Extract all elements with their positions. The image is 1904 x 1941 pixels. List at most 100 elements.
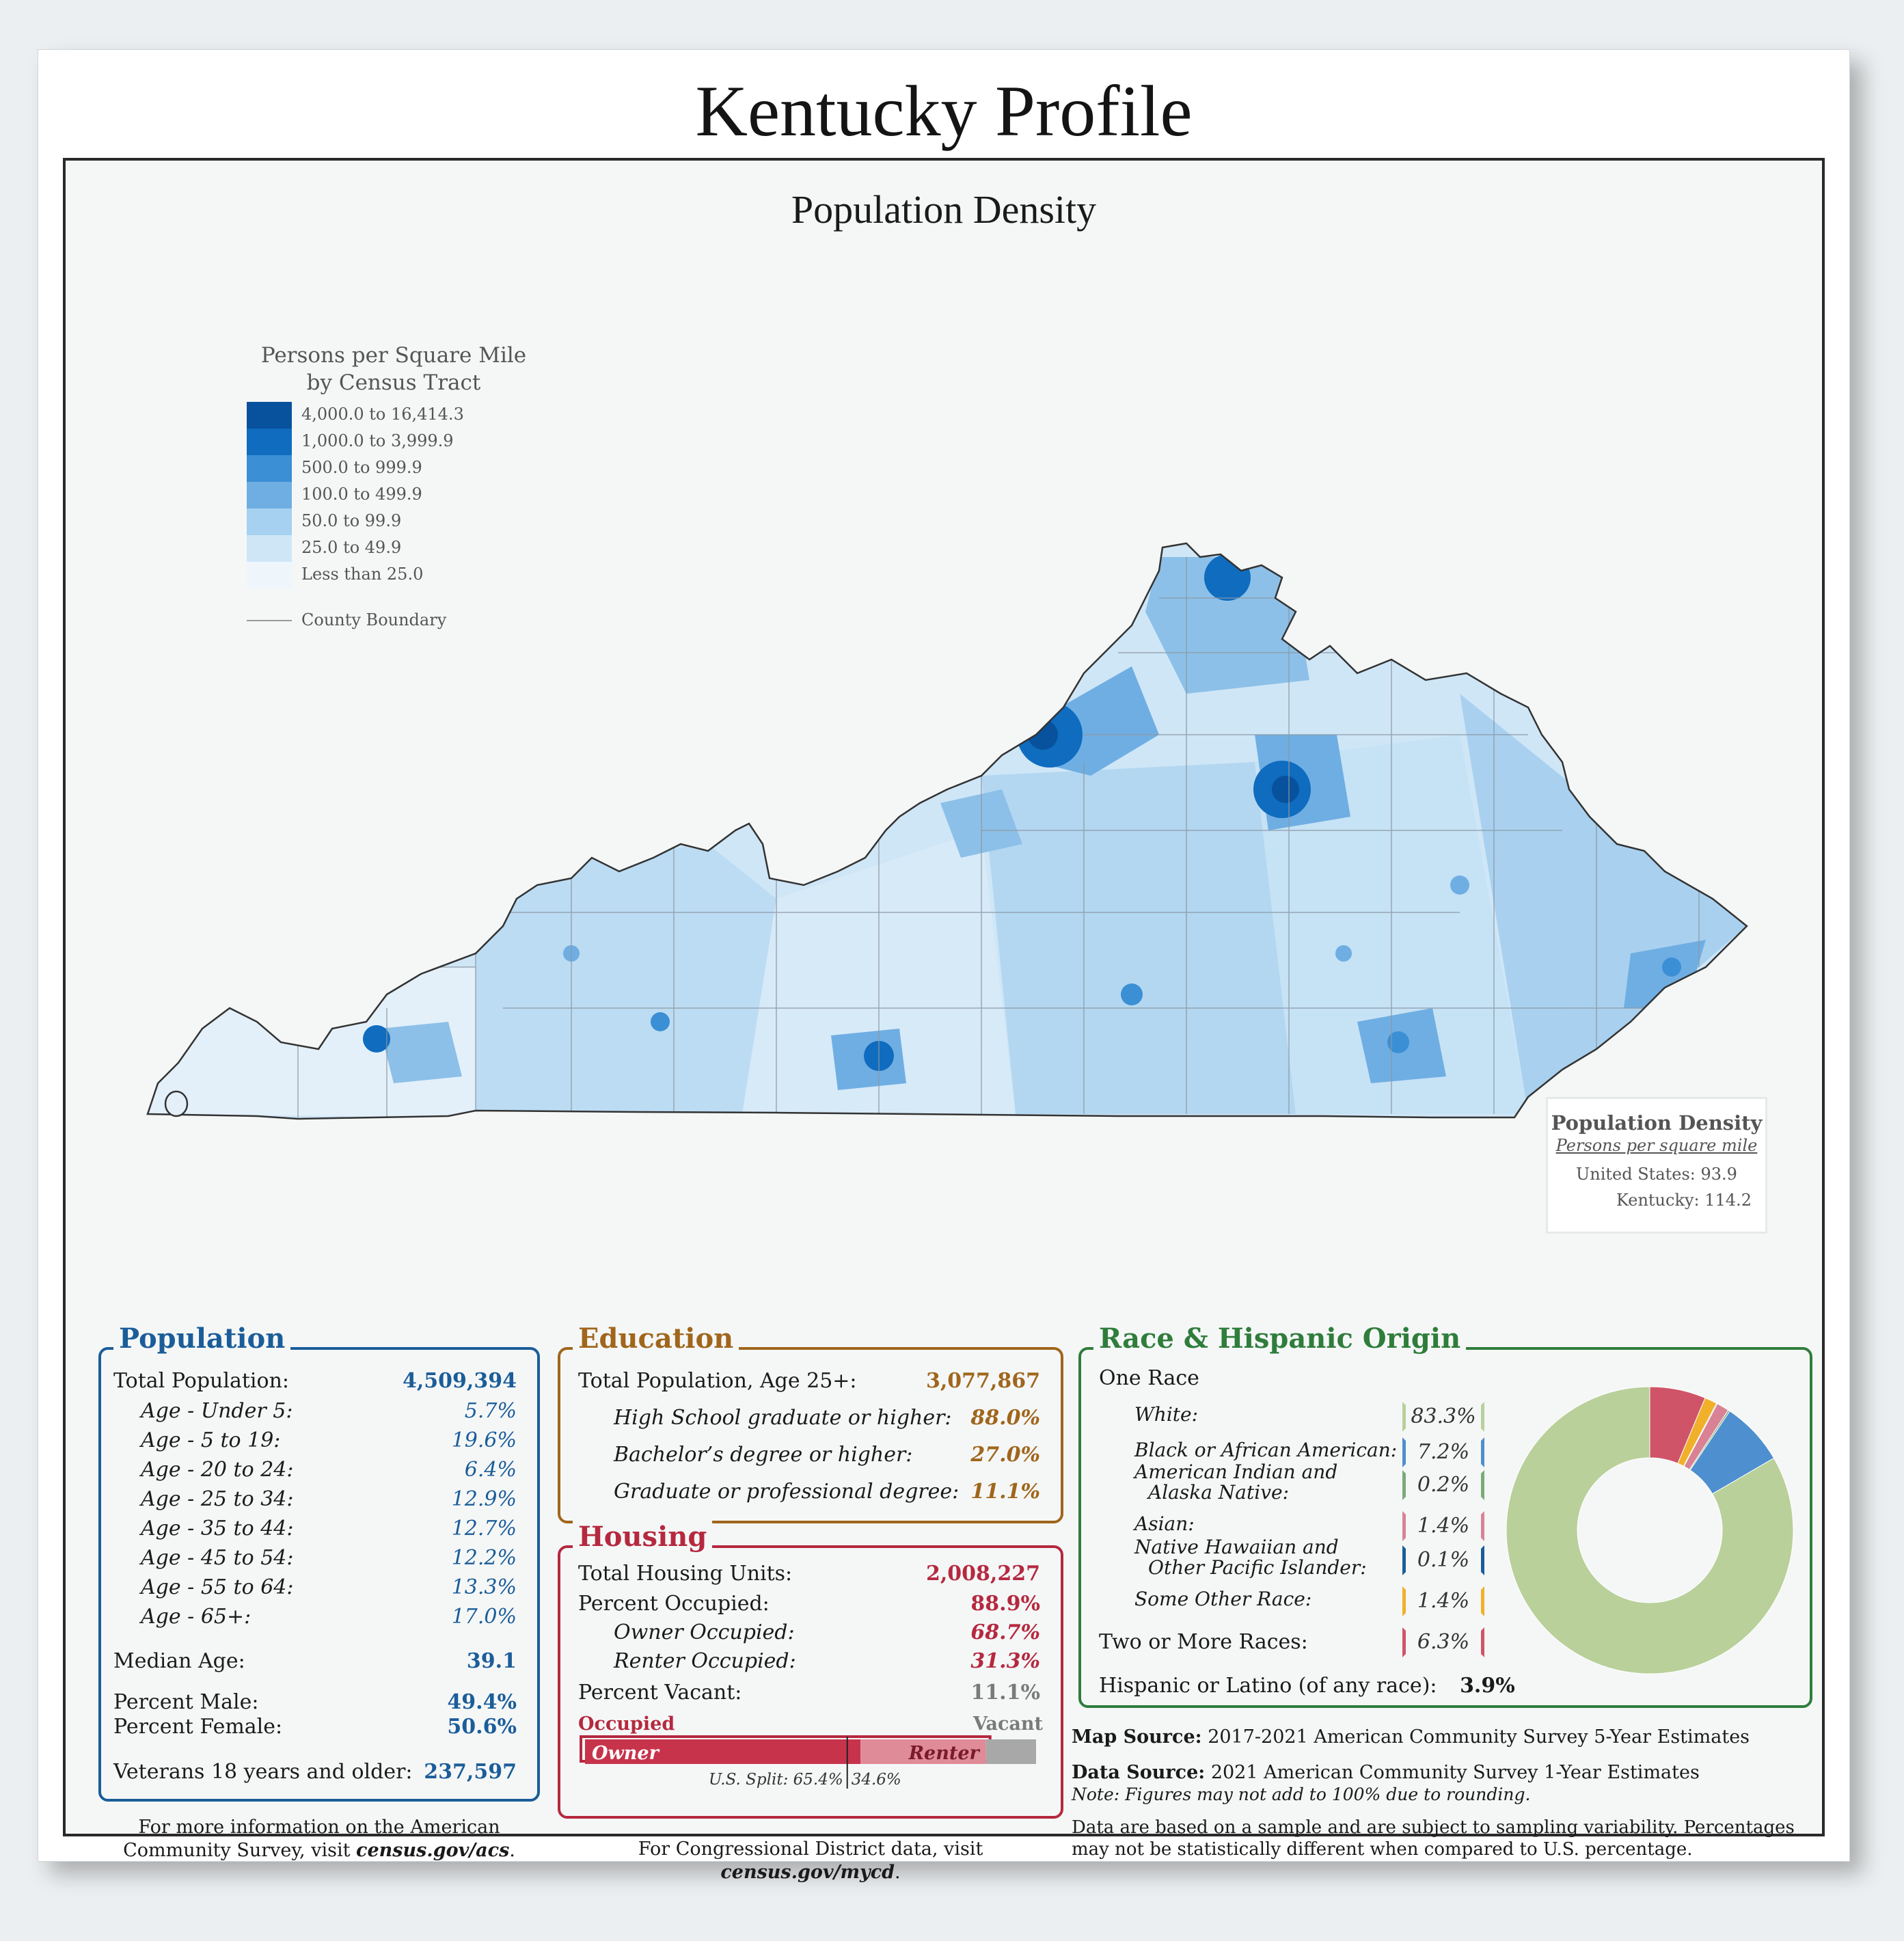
legend-swatch [247,562,292,588]
percent-vacant-row: Percent Vacant: 11.1% [578,1681,1040,1705]
legend-swatch [247,429,292,455]
rounding-note: Note: Figures may not add to 100% due to… [1072,1784,1531,1804]
mycd-link[interactable]: census.gov/mycd [720,1862,895,1883]
age-row: Age - 55 to 64: 13.3% [101,1575,537,1603]
race-value: 0.1% [1402,1545,1484,1575]
legend-class-label: 4,000.0 to 16,414.3 [301,405,464,424]
age-value: 12.2% [451,1546,517,1570]
housing-tenure-bar: Occupied Vacant Owner Renter U.S. Split:… [578,1713,1044,1789]
legend-swatch [247,535,292,562]
age-row: Age - 45 to 54: 12.2% [101,1546,537,1573]
age-label: Age - 55 to 64: [141,1575,294,1599]
legend-class-row: 25.0 to 49.9 [247,535,588,562]
race-value: 0.2% [1402,1470,1484,1500]
education-label: Bachelor’s degree or higher: [614,1443,913,1467]
density-ky: Kentucky: 114.2 [1616,1191,1752,1210]
owner-bar-label: Owner [592,1743,660,1764]
education-row: Graduate or professional degree: 11.1% [560,1480,1061,1507]
hispanic-row: Hispanic or Latino (of any race): 3.9% [1099,1674,1515,1698]
donut-slice-two-or-more [1649,1386,1706,1464]
age-value: 5.7% [464,1399,517,1423]
education-panel: Education Total Population, Age 25+: 3,0… [558,1322,1063,1523]
age-label: Age - 35 to 44: [141,1517,294,1540]
map-fill-layer [148,543,1747,1119]
us-split-owner-text: U.S. Split: 65.4% [709,1771,843,1789]
age-row: Age - 5 to 19: 19.6% [101,1428,537,1456]
race-value: 83.3% [1402,1402,1484,1432]
legend-title-line2: by Census Tract [306,370,481,395]
population-panel: Population Total Population: 4,509,394 A… [98,1322,540,1802]
occupied-label: Occupied [578,1713,675,1735]
cd-info: For Congressional District data, visit c… [638,1838,983,1883]
education-value: 88.0% [970,1406,1040,1430]
age-label: Age - Under 5: [141,1399,293,1423]
housing-panel: Housing Total Housing Units: 2,008,227 P… [558,1521,1063,1819]
donut-slice-white [1506,1386,1794,1674]
legend-class-label: 100.0 to 499.9 [301,485,422,504]
map-title: Population Density [791,187,1097,232]
two-or-more-value: 6.3% [1402,1627,1484,1657]
age-label: Age - 45 to 54: [141,1546,294,1570]
age-row: Age - 25 to 34: 12.9% [101,1487,537,1515]
acs-link[interactable]: census.gov/acs [356,1840,510,1861]
age-row: Age - Under 5: 5.7% [101,1399,537,1426]
density-us: United States: 93.9 [1576,1165,1737,1184]
legend-swatch [247,402,292,429]
age-value: 12.9% [451,1487,517,1511]
legend-title-line1: Persons per Square Mile [260,343,527,368]
density-box-subtitle: Persons per square mile [1555,1136,1758,1155]
age-row: Age - 35 to 44: 12.7% [101,1517,537,1544]
age-value: 17.0% [451,1605,517,1629]
map-source: Map Source: 2017-2021 American Community… [1072,1726,1750,1748]
legend-class-label: 25.0 to 49.9 [301,538,402,557]
two-or-more-label: Two or More Races: [1099,1630,1308,1654]
housing-title: Housing [573,1521,713,1553]
legend-swatch [247,482,292,508]
education-row: High School graduate or higher: 88.0% [560,1406,1061,1433]
legend-class-row: 100.0 to 499.9 [247,482,588,508]
race-label: White: [1134,1403,1199,1426]
density-box-title: Population Density [1551,1111,1763,1135]
legend-county-boundary: County Boundary [247,608,588,635]
data-source: Data Source: 2021 American Community Sur… [1072,1762,1700,1783]
housing-total-row: Total Housing Units: 2,008,227 [578,1562,1040,1586]
race-label: Native Hawaiian and Other Pacific Islande… [1134,1536,1367,1579]
age-row: Age - 20 to 24: 6.4% [101,1458,537,1485]
race-donut-chart [1506,1386,1794,1674]
map-legend: Persons per Square Mile by Census Tract … [247,342,588,635]
edu-total-row: Total Population, Age 25+: 3,077,867 [578,1369,1040,1393]
median-age-row: Median Age: 39.1 [113,1649,517,1673]
total-population-row: Total Population: 4,509,394 [113,1369,517,1393]
renter-bar-label: Renter [908,1743,981,1764]
legend-class-row: 1,000.0 to 3,999.9 [247,429,588,455]
sampling-note-line1: Data are based on a sample and are subje… [1072,1817,1795,1838]
age-label: Age - 5 to 19: [141,1428,281,1452]
legend-class-label: 50.0 to 99.9 [301,511,402,530]
owner-occupied-row: Owner Occupied: 68.7% [614,1620,1040,1644]
legend-swatch [247,455,292,482]
education-row: Bachelor’s degree or higher: 27.0% [560,1443,1061,1470]
age-value: 12.7% [451,1517,517,1540]
percent-female-row: Percent Female: 50.6% [113,1715,517,1739]
race-value: 1.4% [1402,1586,1484,1616]
percent-male-row: Percent Male: 49.4% [113,1690,517,1714]
legend-class-row: 50.0 to 99.9 [247,508,588,535]
legend-class-row: Less than 25.0 [247,562,588,588]
population-title: Population [113,1322,291,1355]
renter-occupied-row: Renter Occupied: 31.3% [614,1649,1040,1673]
acs-info: For more information on the American Com… [123,1817,515,1861]
race-label: American Indian and Alaska Native: [1134,1461,1338,1504]
age-label: Age - 65+: [141,1605,251,1629]
legend-class-label: 500.0 to 999.9 [301,458,422,477]
legend-class-row: 500.0 to 999.9 [247,455,588,482]
race-label: Asian: [1134,1512,1195,1535]
education-value: 27.0% [970,1443,1040,1467]
us-split-renter-text: 34.6% [852,1771,901,1789]
race-label: Some Other Race: [1134,1588,1312,1610]
race-value: 1.4% [1402,1511,1484,1541]
education-value: 11.1% [970,1480,1040,1504]
county-boundary-line [247,620,292,621]
age-value: 19.6% [451,1428,517,1452]
owner-segment [585,1739,861,1764]
race-value: 7.2% [1402,1437,1484,1467]
